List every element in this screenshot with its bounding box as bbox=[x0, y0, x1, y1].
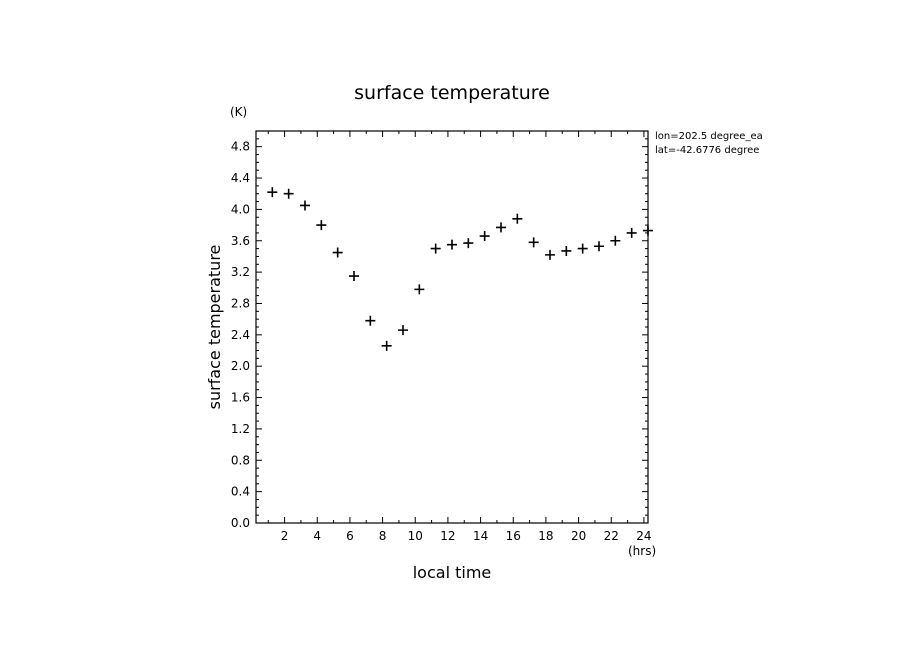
x-tick-label: 8 bbox=[379, 529, 387, 543]
x-axis-label: local time bbox=[413, 563, 492, 582]
data-point bbox=[561, 245, 572, 256]
data-point bbox=[463, 238, 474, 249]
x-tick-label: 4 bbox=[313, 529, 321, 543]
data-point bbox=[283, 188, 294, 199]
data-point bbox=[398, 325, 408, 336]
data-point bbox=[479, 231, 490, 242]
y-tick-label: 2.0 bbox=[231, 359, 250, 373]
y-tick-label: 3.6 bbox=[231, 234, 250, 248]
y-axis: 0.0 0.4 0.8 1.2 1.6 2.0 2.4 2.8 3.2 3.6 4.0 4.4 4.8 bbox=[231, 130, 648, 530]
x-tick-label: 2 bbox=[281, 529, 289, 543]
x-tick-label: 24 bbox=[636, 529, 651, 543]
data-point bbox=[528, 237, 539, 248]
y-tick-label: 2.8 bbox=[231, 296, 250, 310]
x-tick-label: 16 bbox=[506, 529, 521, 543]
data-point bbox=[610, 235, 621, 246]
y-tick-label: 0.4 bbox=[231, 485, 250, 499]
data-point bbox=[365, 315, 376, 326]
x-tick-label: 10 bbox=[408, 529, 423, 543]
data-point bbox=[332, 247, 343, 258]
data-point bbox=[626, 227, 637, 238]
data-point bbox=[496, 222, 506, 233]
chart-title: surface temperature bbox=[354, 82, 550, 104]
data-point bbox=[300, 200, 310, 211]
y-tick-label: 2.4 bbox=[231, 328, 250, 342]
y-axis-label: surface temperature bbox=[205, 245, 224, 410]
annotation-lat: lat=-42.6776 degree bbox=[655, 145, 759, 156]
data-point bbox=[643, 225, 653, 236]
data-point bbox=[414, 284, 425, 295]
x-tick-label: 22 bbox=[604, 529, 619, 543]
data-point bbox=[577, 243, 588, 254]
data-point bbox=[267, 187, 278, 198]
x-axis: 2 4 6 8 10 12 14 16 18 20 22 24 bbox=[267, 131, 652, 543]
x-tick-label: 14 bbox=[473, 529, 488, 543]
annotation-lon: lon=202.5 degree_ea bbox=[655, 131, 763, 142]
y-tick-label: 1.2 bbox=[231, 422, 250, 436]
data-point bbox=[316, 220, 327, 231]
data-point bbox=[512, 213, 523, 224]
x-tick-label: 6 bbox=[346, 529, 354, 543]
plot-frame bbox=[255, 130, 649, 524]
data-point bbox=[594, 241, 604, 252]
y-unit-label: (K) bbox=[230, 105, 247, 119]
y-tick-label: 4.4 bbox=[231, 171, 250, 185]
x-tick-label: 20 bbox=[571, 529, 586, 543]
data-point bbox=[381, 340, 392, 351]
y-tick-label: 4.0 bbox=[231, 202, 250, 216]
x-tick-label: 12 bbox=[440, 529, 455, 543]
data-point bbox=[430, 243, 441, 254]
data-points bbox=[267, 187, 653, 351]
y-tick-label: 1.6 bbox=[231, 391, 250, 405]
x-unit-label: (hrs) bbox=[628, 544, 656, 558]
y-tick-label: 0.8 bbox=[231, 453, 250, 467]
x-tick-label: 18 bbox=[538, 529, 553, 543]
y-tick-label: 4.8 bbox=[231, 140, 250, 154]
data-point bbox=[545, 249, 555, 260]
y-tick-label: 3.2 bbox=[231, 265, 250, 279]
y-tick-label: 0.0 bbox=[231, 516, 250, 530]
data-point bbox=[349, 271, 359, 282]
data-point bbox=[447, 239, 457, 250]
